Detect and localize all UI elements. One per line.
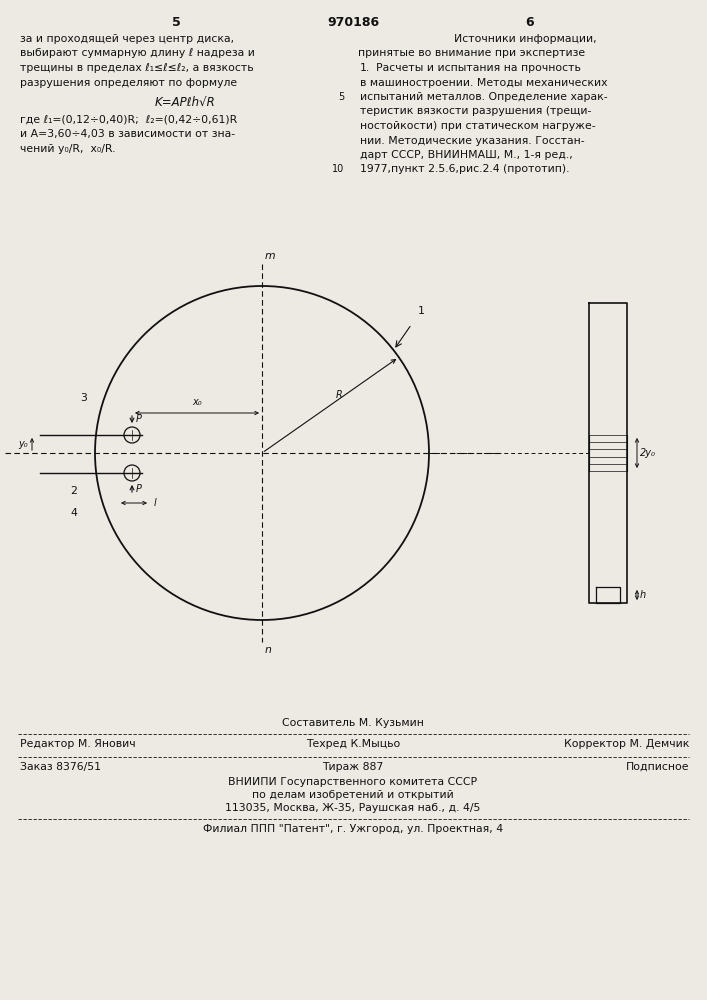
- Text: Заказ 8376/51: Заказ 8376/51: [20, 762, 101, 772]
- Text: выбирают суммарную длину ℓ надреза и: выбирают суммарную длину ℓ надреза и: [20, 48, 255, 58]
- Text: ВНИИПИ Госупарственного комитета СССР: ВНИИПИ Госупарственного комитета СССР: [228, 777, 477, 787]
- Text: Корректор М. Демчик: Корректор М. Демчик: [563, 739, 689, 749]
- Text: Составитель М. Кузьмин: Составитель М. Кузьмин: [282, 718, 424, 728]
- Text: m: m: [265, 251, 276, 261]
- Text: P: P: [136, 484, 142, 494]
- Text: Редактор М. Янович: Редактор М. Янович: [20, 739, 136, 749]
- Text: Филиал ППП "Патент", г. Ужгород, ул. Проектная, 4: Филиал ППП "Патент", г. Ужгород, ул. Про…: [203, 824, 503, 834]
- Text: Тираж 887: Тираж 887: [322, 762, 384, 772]
- Text: h: h: [640, 590, 646, 600]
- Text: 1: 1: [418, 306, 424, 316]
- Text: разрушения определяют по формуле: разрушения определяют по формуле: [20, 78, 237, 88]
- Text: в машиностроении. Методы механических: в машиностроении. Методы механических: [360, 78, 607, 88]
- Text: 4: 4: [70, 508, 77, 518]
- Text: Источники информации,: Источники информации,: [454, 34, 596, 44]
- Text: за и проходящей через центр диска,: за и проходящей через центр диска,: [20, 34, 234, 44]
- Text: ностойкости) при статическом нагруже-: ностойкости) при статическом нагруже-: [360, 121, 595, 131]
- Text: 10: 10: [332, 164, 344, 174]
- Text: 5: 5: [172, 16, 180, 29]
- Text: испытаний металлов. Определение харак-: испытаний металлов. Определение харак-: [360, 92, 607, 102]
- Text: R: R: [335, 390, 342, 400]
- Text: y₀: y₀: [18, 439, 28, 449]
- Text: 113035, Москва, Ж-35, Раушская наб., д. 4/5: 113035, Москва, Ж-35, Раушская наб., д. …: [226, 803, 481, 813]
- Text: 6: 6: [526, 16, 534, 29]
- Text: теристик вязкости разрушения (трещи-: теристик вязкости разрушения (трещи-: [360, 106, 591, 116]
- Text: n: n: [265, 645, 272, 655]
- Text: 3: 3: [80, 393, 87, 403]
- Text: трещины в пределах ℓ₁≤ℓ≤ℓ₂, а вязкость: трещины в пределах ℓ₁≤ℓ≤ℓ₂, а вязкость: [20, 63, 254, 73]
- Text: Расчеты и испытания на прочность: Расчеты и испытания на прочность: [376, 63, 581, 73]
- Text: где ℓ₁=(0,12÷0,40)R;  ℓ₂=(0,42÷0,61)R: где ℓ₁=(0,12÷0,40)R; ℓ₂=(0,42÷0,61)R: [20, 114, 238, 124]
- Text: 1.: 1.: [360, 63, 370, 73]
- Text: 1977,пункт 2.5.6,рис.2.4 (прототип).: 1977,пункт 2.5.6,рис.2.4 (прототип).: [360, 164, 570, 174]
- Text: 2: 2: [70, 486, 77, 496]
- Text: Техред К.Мыцьо: Техред К.Мыцьо: [306, 739, 400, 749]
- Text: и A=3,60÷4,03 в зависимости от зна-: и A=3,60÷4,03 в зависимости от зна-: [20, 129, 235, 139]
- Text: дарт СССР, ВНИИНМАШ, М., 1-я ред.,: дарт СССР, ВНИИНМАШ, М., 1-я ред.,: [360, 150, 573, 160]
- Text: по делам изобретений и открытий: по делам изобретений и открытий: [252, 790, 454, 800]
- Text: 970186: 970186: [327, 16, 379, 29]
- Text: чений y₀/R,  x₀/R.: чений y₀/R, x₀/R.: [20, 143, 115, 153]
- Text: P: P: [136, 414, 142, 424]
- Text: Подписное: Подписное: [626, 762, 689, 772]
- Text: 5: 5: [338, 92, 344, 102]
- Text: 2y₀: 2y₀: [640, 448, 656, 458]
- Text: нии. Методические указания. Госстан-: нии. Методические указания. Госстан-: [360, 135, 585, 145]
- Text: K=APℓh√R: K=APℓh√R: [155, 96, 216, 109]
- Text: x₀: x₀: [192, 397, 201, 407]
- Text: принятые во внимание при экспертизе: принятые во внимание при экспертизе: [358, 48, 585, 58]
- Text: l: l: [154, 498, 157, 508]
